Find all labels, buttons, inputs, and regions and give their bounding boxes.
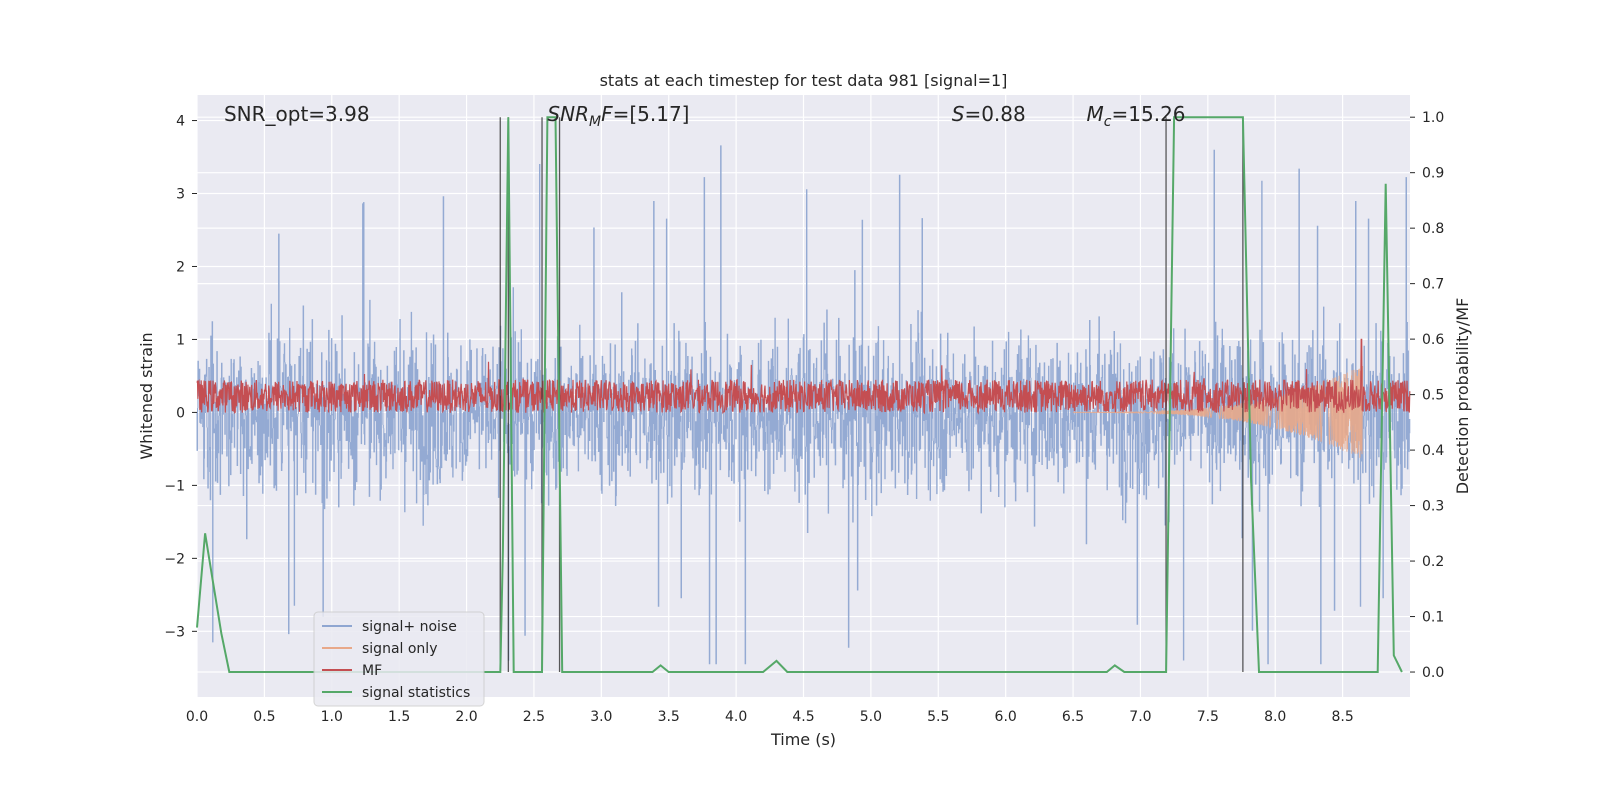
y-tick-label: −1 — [164, 478, 185, 494]
x-tick-label: 8.0 — [1264, 709, 1286, 725]
y-tick-label: 4 — [176, 114, 185, 130]
y2-tick-label: 0.9 — [1422, 166, 1444, 182]
x-tick-label: 5.5 — [927, 709, 949, 725]
x-tick-label: 5.0 — [860, 709, 882, 725]
legend-label: signal+ noise — [362, 619, 457, 635]
y-tick-label: 1 — [176, 332, 185, 348]
y2-axis-ticks: 1.0 0.9 0.8 0.7 0.6 0.5 0.4 0.3 0.2 0.1 0.0 — [1410, 110, 1444, 681]
y2-tick-label: 0.1 — [1422, 610, 1444, 626]
x-tick-label: 8.5 — [1331, 709, 1353, 725]
legend-label: signal only — [362, 641, 437, 657]
legend: signal+ noise signal only MF signal statist… — [313, 611, 485, 707]
legend-box — [313, 611, 485, 707]
y-tick-label: 3 — [176, 187, 185, 203]
x-tick-label: 3.5 — [658, 709, 680, 725]
y2-tick-label: 0.6 — [1422, 332, 1444, 348]
annotation-text: S=0.88 — [952, 102, 1026, 126]
legend-label: MF — [362, 663, 382, 679]
x-tick-label: 0.0 — [186, 709, 208, 725]
legend-label: signal statistics — [362, 685, 470, 701]
x-tick-label: 4.5 — [792, 709, 814, 725]
x-tick-label: 7.5 — [1197, 709, 1219, 725]
chart-title: stats at each timestep for test data 981… — [600, 71, 1008, 90]
y2-axis-label: Detection probability/MF — [1453, 298, 1472, 495]
x-tick-label: 6.0 — [995, 709, 1017, 725]
y-tick-label: −3 — [164, 624, 185, 640]
annotation-text: SNR_opt=3.98 — [224, 102, 370, 126]
x-tick-label: 1.5 — [388, 709, 410, 725]
y2-tick-label: 0.4 — [1422, 443, 1444, 459]
y-tick-label: −2 — [164, 551, 185, 567]
annotation-text: SNRMF=[5.17] — [547, 102, 689, 130]
y2-tick-label: 0.2 — [1422, 554, 1444, 570]
y2-tick-label: 0.5 — [1422, 388, 1444, 404]
x-axis-label: Time (s) — [770, 730, 836, 749]
x-tick-label: 4.0 — [725, 709, 747, 725]
x-tick-label: 3.0 — [590, 709, 612, 725]
annotations: SNR_opt=3.98 SNRMF=[5.17] S=0.88 Mc=15.26 — [224, 102, 1186, 130]
y2-tick-label: 0.7 — [1422, 277, 1444, 293]
y2-tick-label: 0.0 — [1422, 665, 1444, 681]
mf-series — [196, 338, 1411, 415]
x-axis-ticks: 0.0 0.5 1.0 1.5 2.0 2.5 3.0 3.5 4.0 4.5 5.0 5.5 6.0 6… — [186, 709, 1354, 725]
y-axis-ticks: 4 3 2 1 0 −1 −2 −3 — [164, 114, 197, 640]
annotation-text: Mc=15.26 — [1087, 102, 1186, 130]
y-tick-label: 0 — [176, 405, 185, 421]
x-tick-label: 6.5 — [1062, 709, 1084, 725]
x-tick-label: 2.0 — [455, 709, 477, 725]
y2-tick-label: 0.3 — [1422, 499, 1444, 515]
y2-tick-label: 0.8 — [1422, 221, 1444, 237]
x-tick-label: 7.0 — [1129, 709, 1151, 725]
x-tick-label: 1.0 — [321, 709, 343, 725]
mf-line — [196, 338, 1411, 415]
y-tick-label: 2 — [176, 259, 185, 275]
x-tick-label: 2.5 — [523, 709, 545, 725]
x-tick-label: 0.5 — [253, 709, 275, 725]
y-axis-label: Whitened strain — [137, 332, 156, 459]
y2-tick-label: 1.0 — [1422, 110, 1444, 126]
